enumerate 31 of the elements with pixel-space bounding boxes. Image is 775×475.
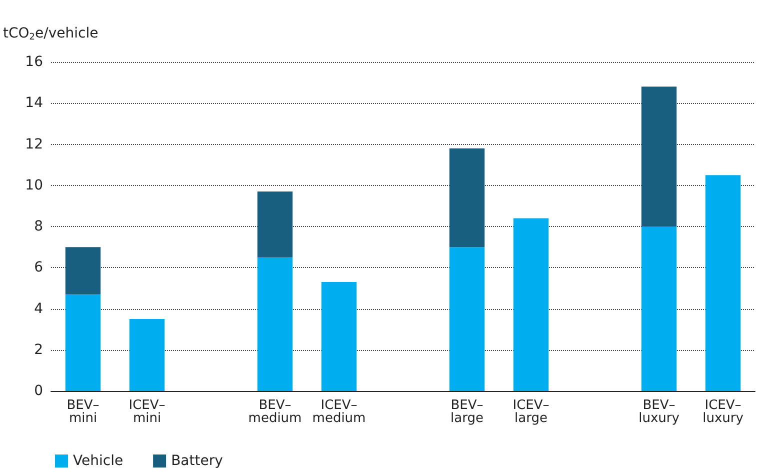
- bar: [705, 175, 741, 391]
- x-tick-label: BEV– large: [450, 398, 484, 426]
- y-tick-label: 16: [25, 54, 44, 70]
- y-tick-label: 8: [34, 218, 43, 234]
- bar: [449, 148, 485, 248]
- y-tick-label: 12: [25, 136, 43, 152]
- x-tick-label: BEV– mini: [66, 398, 100, 426]
- bar: [513, 218, 549, 391]
- bar: [65, 294, 101, 391]
- x-tick-label: ICEV– medium: [312, 398, 366, 426]
- bar: [65, 247, 101, 294]
- x-tick-label: BEV– luxury: [638, 398, 680, 426]
- x-tick-label: BEV– medium: [248, 398, 302, 426]
- x-tick-label: ICEV– mini: [128, 398, 166, 426]
- bar: [321, 282, 357, 391]
- y-tick-label: 0: [34, 383, 43, 399]
- y-tick-label: 4: [34, 300, 44, 317]
- legend-label: Battery: [171, 453, 223, 469]
- legend-label: Vehicle: [73, 453, 124, 469]
- bar: [449, 247, 485, 391]
- bar: [129, 319, 165, 391]
- y-tick-label: 2: [34, 342, 43, 358]
- bar: [641, 86, 677, 226]
- x-tick-label: ICEV– luxury: [702, 398, 744, 426]
- y-tick-label: 10: [25, 177, 43, 194]
- bar: [641, 226, 677, 391]
- x-tick-label: ICEV– large: [512, 398, 550, 426]
- bar: [257, 192, 293, 258]
- y-tick-label: 14: [25, 95, 44, 112]
- y-tick-label: 6: [34, 260, 44, 276]
- bar: [257, 257, 293, 391]
